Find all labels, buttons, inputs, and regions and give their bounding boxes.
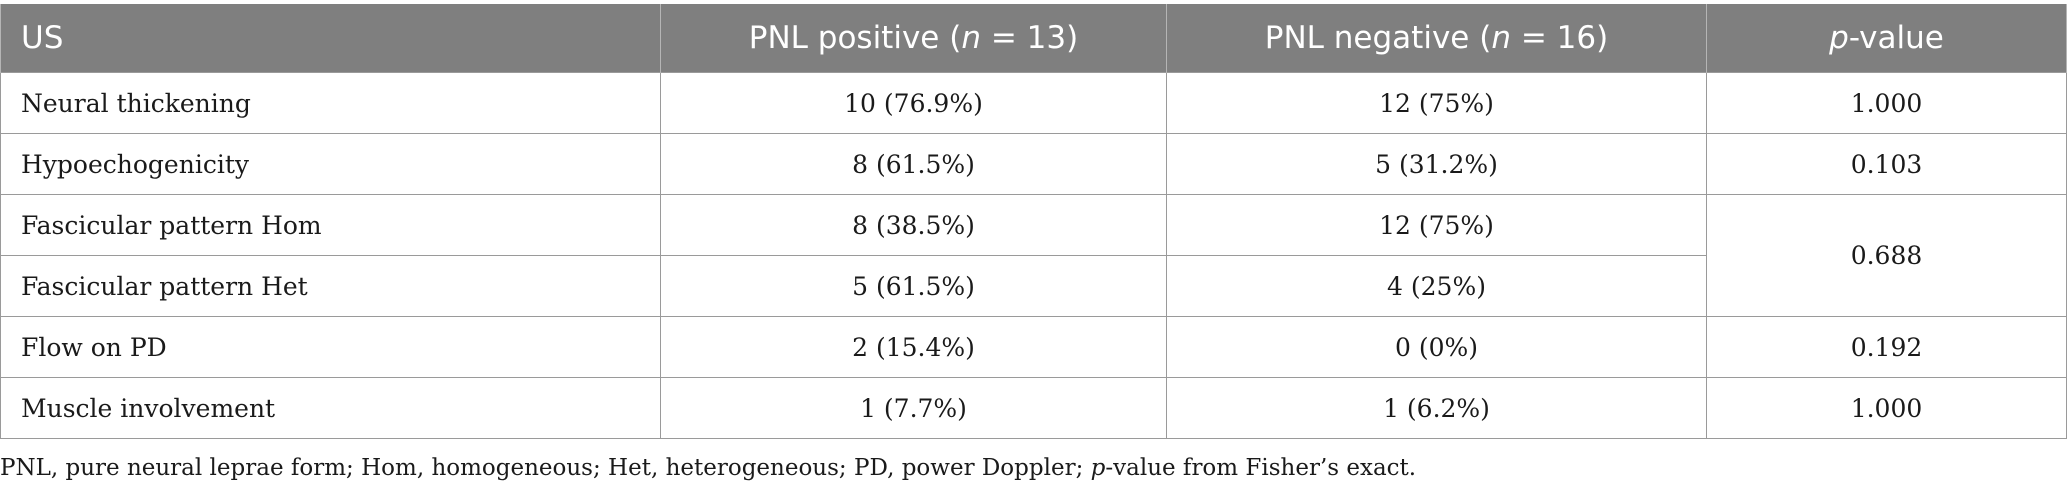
header-pnl-positive-prefix: PNL positive (: [748, 20, 962, 56]
row-label: Fascicular pattern Het: [0, 255, 661, 317]
pnl-positive-cell: 5 (61.5%): [660, 255, 1167, 317]
header-p-value-p: p: [1829, 20, 1849, 56]
table-row: Fascicular pattern Hom 8 (38.5%) 12 (75%…: [0, 194, 2067, 317]
header-pnl-positive: PNL positive (n = 13): [660, 4, 1167, 73]
header-pnl-positive-suffix: = 13): [980, 20, 1079, 56]
header-pnl-positive-n: n: [961, 20, 981, 56]
header-pnl-negative: PNL negative (n = 16): [1166, 4, 1707, 73]
pnl-positive-cell: 2 (15.4%): [660, 316, 1167, 378]
results-table-container: US PNL positive (n = 13) PNL negative (n…: [0, 4, 2067, 439]
pnl-positive-cell: 10 (76.9%): [660, 72, 1167, 134]
table-row: Hypoechogenicity 8 (61.5%) 5 (31.2%) 0.1…: [0, 133, 2067, 195]
pnl-negative-cell: 12 (75%): [1166, 194, 1707, 256]
header-p-value: p-value: [1706, 4, 2067, 73]
header-us: US: [0, 4, 661, 73]
header-pnl-negative-prefix: PNL negative (: [1264, 20, 1492, 56]
pnl-negative-cell: 12 (75%): [1166, 72, 1707, 134]
pnl-negative-cell: 0 (0%): [1166, 316, 1707, 378]
footnote-prefix: PNL, pure neural leprae form; Hom, homog…: [0, 455, 1091, 481]
p-value-cell: 1.000: [1706, 72, 2067, 134]
pnl-positive-cell: 8 (38.5%): [660, 194, 1167, 256]
row-label: Neural thickening: [0, 72, 661, 134]
p-value-cell: 1.000: [1706, 377, 2067, 439]
table-row: Muscle involvement 1 (7.7%) 1 (6.2%) 1.0…: [0, 377, 2067, 439]
table-row: Flow on PD 2 (15.4%) 0 (0%) 0.192: [0, 316, 2067, 378]
header-row: US PNL positive (n = 13) PNL negative (n…: [0, 4, 2067, 73]
header-us-label: US: [21, 20, 64, 56]
pnl-negative-cell: 1 (6.2%): [1166, 377, 1707, 439]
pnl-negative-cell: 4 (25%): [1166, 255, 1707, 317]
header-pnl-negative-suffix: = 16): [1510, 20, 1609, 56]
row-label: Fascicular pattern Hom: [0, 194, 661, 256]
header-p-value-suffix: -value: [1848, 20, 1944, 56]
row-label: Hypoechogenicity: [0, 133, 661, 195]
table-footnote: PNL, pure neural leprae form; Hom, homog…: [0, 455, 1416, 481]
pnl-negative-cell: 5 (31.2%): [1166, 133, 1707, 195]
row-label: Muscle involvement: [0, 377, 661, 439]
row-label: Flow on PD: [0, 316, 661, 378]
p-value-cell: 0.192: [1706, 316, 2067, 378]
table-row: Fascicular pattern Het 5 (61.5%) 4 (25%): [0, 255, 2067, 317]
p-value-cell-merged: 0.688: [1706, 194, 2067, 317]
ultrasound-findings-table: US PNL positive (n = 13) PNL negative (n…: [0, 4, 2067, 439]
p-value-cell: 0.103: [1706, 133, 2067, 195]
pnl-positive-cell: 1 (7.7%): [660, 377, 1167, 439]
footnote-p: p: [1090, 455, 1106, 481]
header-pnl-negative-n: n: [1491, 20, 1511, 56]
footnote-suffix: -value from Fisher’s exact.: [1105, 455, 1417, 481]
pnl-positive-cell: 8 (61.5%): [660, 133, 1167, 195]
table-row: Neural thickening 10 (76.9%) 12 (75%) 1.…: [0, 72, 2067, 134]
